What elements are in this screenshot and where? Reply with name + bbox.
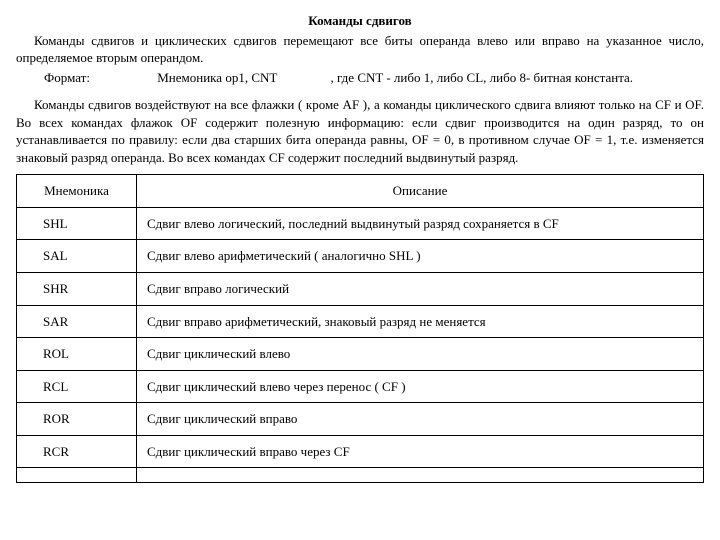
cell-description: Сдвиг влево логический, последний выдвин…: [137, 207, 704, 240]
paragraph-intro: Команды сдвигов и циклических сдвигов пе…: [16, 32, 704, 67]
mnemonics-table: Мнемоника Описание SHL Сдвиг влево логич…: [16, 174, 704, 483]
table-row-empty: [17, 468, 704, 483]
table-row: SAL Сдвиг влево арифметический ( аналоги…: [17, 240, 704, 273]
cell-mnemonic: SHR: [17, 273, 137, 306]
cell-description: Сдвиг циклический влево: [137, 338, 704, 371]
table-row: ROR Сдвиг циклический вправо: [17, 403, 704, 436]
cell-description: Сдвиг циклический влево через перенос ( …: [137, 370, 704, 403]
cell-mnemonic: RCR: [17, 435, 137, 468]
cell-mnemonic: SHL: [17, 207, 137, 240]
format-where: , где CNT - либо 1, либо CL, либо 8- бит…: [331, 70, 634, 85]
cell-description: Сдвиг циклический вправо через CF: [137, 435, 704, 468]
cell-mnemonic: RCL: [17, 370, 137, 403]
table-row: SHR Сдвиг вправо логический: [17, 273, 704, 306]
format-mnemonic: Мнемоника op1, CNT: [157, 69, 327, 87]
cell-empty: [137, 468, 704, 483]
col-header-mnemonic: Мнемоника: [17, 175, 137, 208]
cell-mnemonic: SAL: [17, 240, 137, 273]
table-row: SAR Сдвиг вправо арифметический, знаковы…: [17, 305, 704, 338]
paragraph-flags: Команды сдвигов воздействуют на все флаж…: [16, 96, 704, 166]
cell-description: Сдвиг циклический вправо: [137, 403, 704, 436]
cell-description: Сдвиг вправо арифметический, знаковый ра…: [137, 305, 704, 338]
format-label: Формат:: [16, 69, 154, 87]
cell-mnemonic: ROR: [17, 403, 137, 436]
table-row: ROL Сдвиг циклический влево: [17, 338, 704, 371]
table-row: RCL Сдвиг циклический влево через перено…: [17, 370, 704, 403]
table-row: RCR Сдвиг циклический вправо через CF: [17, 435, 704, 468]
cell-mnemonic: SAR: [17, 305, 137, 338]
table-row: SHL Сдвиг влево логический, последний вы…: [17, 207, 704, 240]
cell-description: Сдвиг влево арифметический ( аналогично …: [137, 240, 704, 273]
cell-mnemonic: ROL: [17, 338, 137, 371]
page-title: Команды сдвигов: [16, 12, 704, 30]
cell-description: Сдвиг вправо логический: [137, 273, 704, 306]
table-header-row: Мнемоника Описание: [17, 175, 704, 208]
col-header-description: Описание: [137, 175, 704, 208]
cell-empty: [17, 468, 137, 483]
format-line: Формат: Мнемоника op1, CNT , где CNT - л…: [16, 69, 704, 87]
